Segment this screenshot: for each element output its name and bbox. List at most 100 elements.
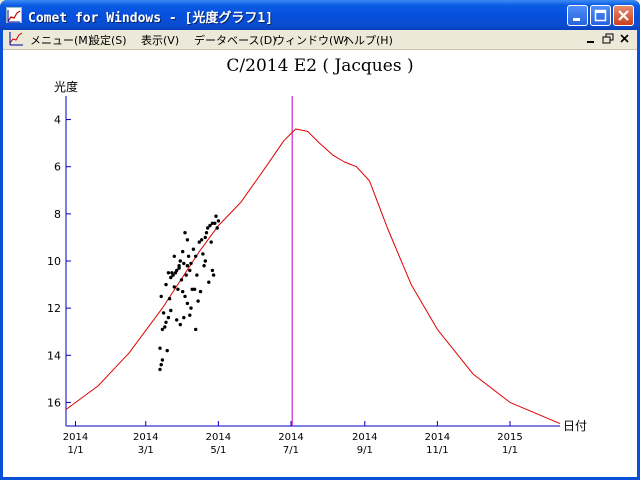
observation-point [202, 264, 206, 268]
chart-area: 4 6 8 10 12 14 16 2014 1/1 2014 3/1 2014 5/1 2014 7/1 2… [3, 50, 637, 477]
graph-icon [7, 10, 21, 23]
menu-item-view[interactable]: 表示(V) [141, 34, 180, 47]
observation-point [203, 259, 207, 263]
observation-point [200, 238, 204, 242]
observation-point [195, 273, 199, 277]
menu-item-window[interactable]: ウィンドウ(W) [274, 34, 349, 47]
observation-point [194, 254, 198, 258]
observation-point [197, 240, 201, 244]
observation-point [158, 367, 162, 372]
observation-point [159, 294, 163, 299]
x-tick-label: 1/1 [502, 445, 518, 456]
close-icon [620, 34, 629, 43]
y-tick-label: 12 [47, 302, 61, 315]
observation-point [171, 273, 175, 277]
observation-point [179, 278, 184, 282]
observation-point [201, 252, 205, 256]
observation-point [191, 247, 196, 251]
minimize-icon [573, 18, 580, 21]
observation-point [182, 261, 186, 266]
y-tick-label: 8 [54, 208, 61, 221]
menu-item-database[interactable]: データベース(D) [194, 34, 277, 47]
observation-point [189, 306, 193, 310]
maximize-button[interactable] [590, 5, 611, 26]
observation-point [172, 254, 176, 258]
observation-point [190, 287, 194, 291]
observation-point [164, 282, 168, 287]
minimize-icon [587, 41, 594, 43]
observation-point [177, 264, 181, 268]
mdi-close-button[interactable] [617, 32, 633, 46]
observation-point [184, 273, 188, 277]
observation-point [178, 322, 182, 327]
observation-point [188, 313, 192, 317]
x-tick-label: 2014 [352, 432, 377, 443]
observation-point [167, 297, 172, 301]
x-tick-label: 2014 [133, 432, 158, 443]
observation-point [175, 268, 179, 273]
observation-point [206, 226, 210, 230]
observation-point [214, 214, 218, 218]
observation-point [169, 308, 173, 313]
observation-point [203, 235, 207, 240]
observation-point [163, 325, 167, 329]
observation-point [198, 289, 203, 294]
observation-point [208, 223, 212, 228]
y-tick-label: 10 [47, 255, 61, 268]
observation-point [186, 254, 191, 258]
x-tick-label: 5/1 [210, 445, 226, 456]
observation-point [172, 285, 176, 289]
observation-point [204, 231, 209, 235]
minimize-button[interactable] [567, 5, 588, 26]
x-tick-label: 11/1 [426, 445, 448, 456]
mdi-restore-button[interactable] [600, 32, 616, 46]
x-tick-label: 7/1 [283, 445, 299, 456]
observation-point [185, 238, 190, 242]
menu-item-menu[interactable]: メニュー(M) [30, 34, 93, 47]
menu-item-help[interactable]: ヘルプ(H) [343, 34, 393, 47]
observation-point [183, 231, 187, 235]
observation-point [169, 275, 173, 280]
observation-point [188, 268, 192, 273]
x-tick-label: 2014 [63, 432, 88, 443]
observation-point [189, 261, 193, 266]
observation-point [213, 221, 217, 225]
x-tick-label: 2014 [278, 432, 303, 443]
observation-point [209, 240, 213, 244]
x-tick-label: 2014 [425, 432, 450, 443]
observation-point [210, 221, 215, 225]
observation-point [176, 287, 180, 291]
menu-bar: メニュー(M) 設定(S) 表示(V) データベース(D) ウィンドウ(W) ヘ… [3, 30, 637, 50]
observation-point [178, 259, 182, 263]
observation-point [183, 294, 187, 299]
observation-point [211, 273, 216, 277]
x-tick-label: 2015 [497, 432, 522, 443]
window-title: Comet for Windows - [光度グラフ1] [28, 11, 274, 26]
y-tick-label: 4 [54, 114, 61, 127]
observation-point [166, 315, 171, 320]
x-tick-label: 2014 [206, 432, 231, 443]
close-button[interactable] [613, 5, 634, 26]
title-bar[interactable]: Comet for Windows - [光度グラフ1] [0, 0, 640, 30]
observation-point [160, 358, 165, 362]
x-axis-label: 日付 [563, 419, 588, 433]
observation-point [194, 327, 198, 332]
graph-icon[interactable] [9, 32, 24, 46]
observation-point [192, 287, 197, 291]
predicted-light-curve [65, 128, 561, 425]
observation-point [215, 226, 219, 230]
y-tick-label: 14 [47, 349, 61, 362]
mdi-minimize-button[interactable] [583, 32, 599, 46]
observation-point [182, 315, 186, 320]
app-icon[interactable] [6, 7, 22, 23]
observation-point [159, 363, 163, 367]
observation-point [210, 268, 215, 273]
observation-point [160, 327, 165, 332]
observation-point [196, 299, 200, 303]
menu-item-settings[interactable]: 設定(S) [89, 34, 127, 47]
observation-point [166, 271, 171, 275]
y-tick-label: 6 [54, 161, 61, 174]
observation-point [181, 289, 185, 294]
x-tick-label: 3/1 [138, 445, 154, 456]
